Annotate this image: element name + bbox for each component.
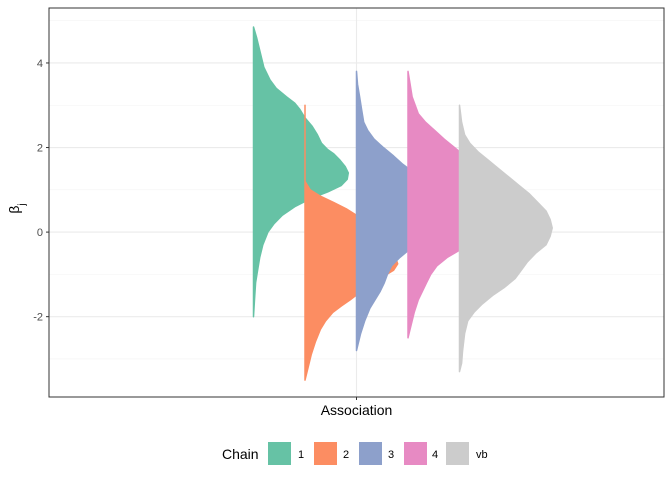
violins (252, 26, 553, 381)
violin-chain-vb (458, 104, 553, 373)
y-tick-label: -2 (33, 312, 43, 324)
legend-key-4 (404, 442, 427, 465)
y-axis-title: βj (6, 203, 28, 213)
violin-chain-1 (252, 26, 350, 318)
legend-label-vb: vb (476, 449, 488, 461)
legend-title: Chain (222, 446, 259, 462)
x-axis-title: Association (321, 402, 393, 418)
legend-key-vb (446, 442, 469, 465)
legend-key-2 (314, 442, 337, 465)
x-axis: Association (321, 397, 393, 418)
legend-key-1 (268, 442, 291, 465)
legend-label-3: 3 (388, 449, 394, 461)
legend-key-3 (359, 442, 382, 465)
legend-label-1: 1 (298, 449, 304, 461)
violin-chain-2 (304, 104, 399, 381)
y-axis-title-subscript: j (17, 203, 28, 206)
y-tick-label: 0 (37, 227, 43, 239)
legend-label-2: 2 (343, 449, 349, 461)
legend: Chain 1 2 3 4 vb (222, 442, 488, 465)
legend-label-4: 4 (432, 449, 438, 461)
y-tick-label: 2 (37, 143, 43, 155)
y-tick-label: 4 (37, 58, 43, 70)
y-axis-title-main: β (6, 206, 22, 214)
y-axis: -2 0 2 4 (33, 58, 49, 324)
